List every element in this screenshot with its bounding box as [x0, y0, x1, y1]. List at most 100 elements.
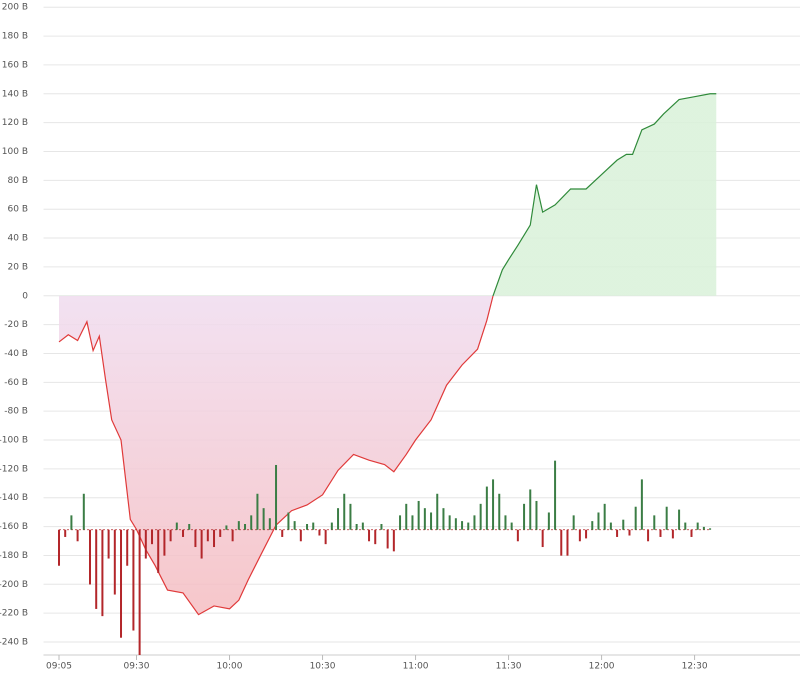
bar: [399, 515, 402, 530]
bar: [479, 503, 482, 530]
bar: [411, 515, 414, 530]
bar: [138, 529, 141, 655]
y-tick-label: -120 B: [0, 464, 28, 474]
y-tick-label: -200 B: [0, 580, 28, 590]
bar: [640, 479, 643, 530]
bar: [64, 529, 67, 537]
y-tick-label: 0: [22, 291, 28, 301]
bar: [485, 486, 488, 530]
bar: [392, 529, 395, 552]
bar: [578, 529, 581, 542]
bar: [436, 493, 439, 530]
bar: [696, 522, 699, 530]
bar: [405, 503, 408, 530]
bar: [194, 529, 197, 548]
bar: [120, 529, 123, 638]
x-tick-label: 10:30: [310, 662, 336, 672]
bar: [554, 460, 557, 530]
y-tick-label: 200 B: [2, 3, 28, 13]
bar: [547, 512, 550, 530]
y-tick-label: 100 B: [2, 147, 28, 157]
bar: [454, 518, 457, 530]
bar: [473, 515, 476, 530]
y-tick-label: 180 B: [2, 32, 28, 42]
bar: [275, 464, 278, 530]
bar: [175, 522, 178, 530]
bar: [89, 529, 92, 585]
x-tick-label: 10:00: [217, 662, 243, 672]
bar: [312, 522, 315, 530]
bar: [671, 529, 674, 539]
y-tick-label: -220 B: [0, 609, 28, 619]
bar: [684, 522, 687, 530]
bar: [678, 509, 681, 530]
bar: [169, 529, 172, 542]
bar: [219, 529, 222, 537]
bar: [337, 508, 340, 530]
bar: [299, 529, 302, 542]
bar: [244, 524, 247, 530]
y-tick-label: -20 B: [4, 320, 28, 330]
bar: [256, 493, 259, 530]
bar: [634, 506, 637, 530]
bar: [318, 529, 321, 536]
x-tick-label: 09:30: [124, 662, 150, 672]
bar: [107, 529, 110, 559]
bar: [430, 512, 433, 530]
bar: [324, 529, 327, 545]
y-tick-label: -80 B: [4, 407, 28, 417]
bar: [560, 529, 563, 556]
bar: [516, 529, 519, 542]
y-tick-label: 120 B: [2, 118, 28, 128]
bar: [126, 529, 129, 566]
y-tick-label: 60 B: [8, 205, 29, 215]
bar: [70, 515, 73, 530]
bar: [374, 529, 377, 545]
bar: [659, 529, 662, 537]
bar: [628, 529, 631, 536]
bar: [163, 529, 166, 556]
area: [59, 93, 717, 615]
bar: [591, 521, 594, 530]
bar: [690, 529, 693, 537]
bar: [237, 521, 240, 530]
bar: [609, 522, 612, 530]
bar: [467, 522, 470, 530]
bar: [585, 529, 588, 539]
bar: [492, 479, 495, 530]
bar: [566, 529, 569, 556]
y-tick-label: -140 B: [0, 493, 28, 503]
bar: [417, 500, 420, 530]
bar: [597, 512, 600, 530]
y-tick-label: -180 B: [0, 551, 28, 561]
bar: [132, 529, 135, 631]
bar: [355, 524, 358, 530]
x-tick-label: 11:30: [496, 662, 522, 672]
y-tick-label: 20 B: [8, 262, 29, 272]
bar: [76, 529, 79, 542]
bar: [647, 529, 650, 542]
bar: [361, 522, 364, 530]
bar: [151, 529, 154, 545]
bar: [665, 506, 668, 530]
y-tick-label: -100 B: [0, 436, 28, 446]
bar: [709, 528, 712, 530]
bar: [349, 503, 352, 530]
y-tick-label: -40 B: [4, 349, 28, 359]
bar: [225, 525, 228, 530]
bar: [572, 515, 575, 530]
bar: [504, 515, 507, 530]
y-tick-label: 80 B: [8, 176, 29, 186]
bar: [368, 529, 371, 542]
bar: [206, 529, 209, 542]
bar: [702, 526, 705, 530]
bar: [529, 489, 532, 530]
y-tick-label: 140 B: [2, 89, 28, 99]
bar: [306, 524, 309, 530]
x-tick-label: 09:05: [46, 662, 72, 672]
bar: [101, 529, 104, 617]
y-tick-label: 160 B: [2, 60, 28, 70]
bar: [281, 529, 284, 537]
y-tick-label: -160 B: [0, 522, 28, 532]
